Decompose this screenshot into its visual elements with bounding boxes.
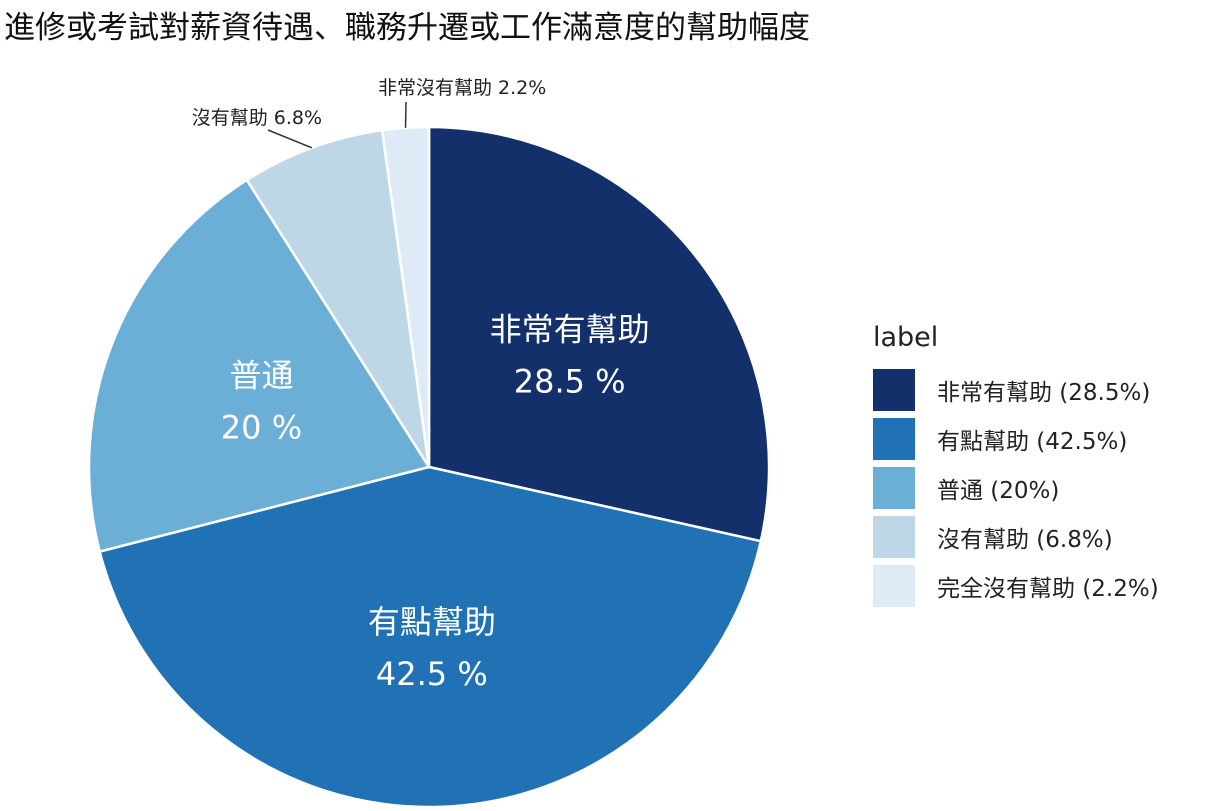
chart-title: 進修或考試對薪資待遇、職務升遷或工作滿意度的幫助幅度: [4, 10, 810, 46]
legend-title: label: [873, 322, 939, 353]
legend-label: 有點幫助 (42.5%): [937, 428, 1128, 455]
legend-item: 完全沒有幫助 (2.2%): [873, 561, 1159, 610]
slice-label-name: 非常有幫助: [490, 310, 650, 348]
slice-label-name: 有點幫助: [368, 603, 496, 641]
pie-slice: [427, 125, 771, 543]
legend-label: 非常有幫助 (28.5%): [937, 379, 1151, 406]
legend-item: 有點幫助 (42.5%): [873, 414, 1159, 463]
legend-label: 沒有幫助 (6.8%): [937, 526, 1113, 553]
legend: label 非常有幫助 (28.5%) 有點幫助 (42.5%) 普通 (20%) 沒…: [873, 322, 1159, 610]
legend-swatch: [873, 466, 915, 509]
slice-label-name: 普通: [229, 357, 293, 395]
slice-label-value: 28.5 %: [514, 362, 626, 400]
legend-item: 非常有幫助 (28.5%): [873, 365, 1159, 414]
legend-item: 沒有幫助 (6.8%): [873, 512, 1159, 561]
slice-label-value: 20 %: [221, 409, 302, 447]
pie-slice: [87, 178, 431, 554]
legend-item: 普通 (20%): [873, 463, 1159, 512]
slice-label-value: 42.5 %: [376, 655, 488, 693]
leader-line: [267, 129, 313, 149]
pie-slice: [98, 465, 763, 809]
slice-outside-label: 非常沒有幫助 2.2%: [378, 77, 546, 99]
slice-outside-label: 沒有幫助 6.8%: [192, 107, 322, 129]
legend-label: 普通 (20%): [937, 477, 1060, 504]
legend-swatch: [873, 417, 915, 460]
legend-swatch: [873, 368, 915, 411]
legend-swatch: [873, 515, 915, 558]
legend-label: 完全沒有幫助 (2.2%): [937, 575, 1159, 602]
legend-swatch: [873, 564, 915, 607]
